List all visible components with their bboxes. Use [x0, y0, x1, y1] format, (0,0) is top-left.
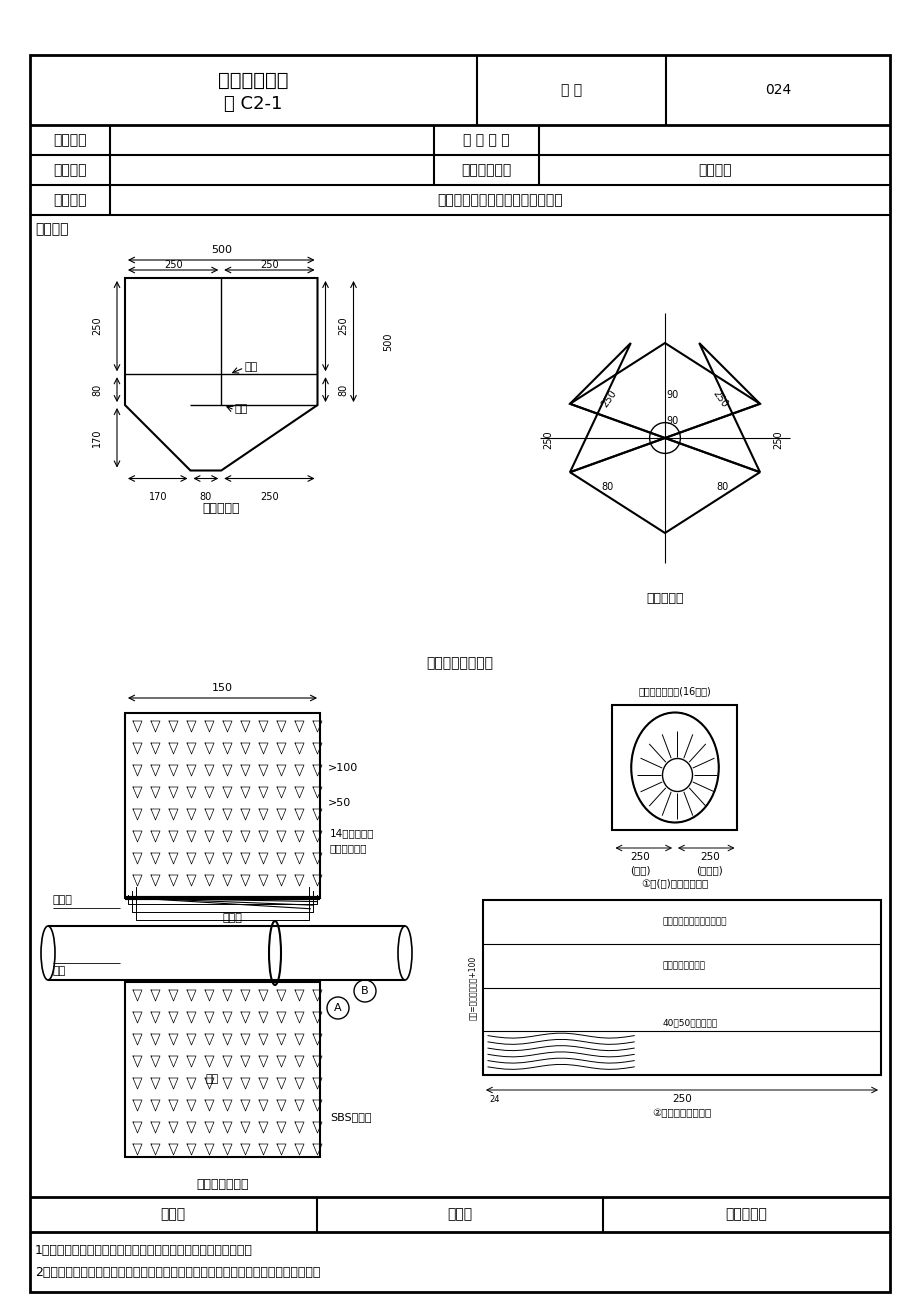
Text: (圆形): (圆形) — [630, 865, 650, 875]
Text: 交 底 日 期: 交 底 日 期 — [463, 133, 509, 147]
Text: B: B — [361, 986, 369, 996]
Text: 500: 500 — [383, 332, 393, 350]
Text: 工程名称: 工程名称 — [53, 133, 86, 147]
Bar — [482, 900, 880, 1075]
Text: 40～50等宽度剪开: 40～50等宽度剪开 — [662, 1018, 717, 1027]
Text: 80: 80 — [601, 483, 613, 492]
Text: 24: 24 — [489, 1095, 500, 1104]
Text: 250: 250 — [338, 316, 348, 336]
Text: 80: 80 — [338, 384, 348, 396]
Text: 250: 250 — [260, 260, 278, 270]
Text: 管道与墙面交接线: 管道与墙面交接线 — [662, 961, 704, 970]
Text: 90: 90 — [666, 415, 678, 426]
Text: 施工单位: 施工单位 — [53, 163, 86, 177]
Text: 管道: 管道 — [206, 1074, 219, 1085]
Text: 表 C2-1: 表 C2-1 — [224, 95, 282, 113]
Text: 卷材阴角裁剪配件: 卷材阴角裁剪配件 — [426, 656, 493, 671]
Text: 250: 250 — [630, 852, 649, 862]
Text: 交底容：: 交底容： — [35, 223, 68, 236]
Text: 管道穿墙剖面图: 管道穿墙剖面图 — [196, 1178, 248, 1191]
Text: 套管: 套管 — [53, 966, 66, 976]
Text: 止水环: 止水环 — [53, 894, 73, 905]
Text: A: A — [334, 1003, 342, 1013]
Text: 250: 250 — [164, 260, 182, 270]
Text: 虚线为剪口部分(16等分): 虚线为剪口部分(16等分) — [638, 686, 710, 697]
Text: 嵌缝膏: 嵌缝膏 — [222, 913, 243, 923]
Text: 地下室外墙卷材防水施工技术交底: 地下室外墙卷材防水施工技术交底 — [437, 193, 562, 207]
Text: 交底提要: 交底提要 — [53, 193, 86, 207]
Text: 250: 250 — [599, 388, 618, 409]
Bar — [612, 704, 737, 829]
Text: 250: 250 — [772, 431, 782, 449]
Text: 024: 024 — [765, 83, 790, 98]
Text: 阴角折裁图: 阴角折裁图 — [202, 503, 240, 516]
Bar — [125, 713, 320, 898]
Text: 14号铜丝扎牢: 14号铜丝扎牢 — [330, 828, 374, 838]
Bar — [125, 982, 320, 1157]
Text: ①圆(方)形附加层做法: ①圆(方)形附加层做法 — [641, 878, 708, 888]
Text: 审核人: 审核人 — [161, 1207, 186, 1221]
Text: 阴角组体图: 阴角组体图 — [645, 592, 683, 605]
Text: 长度=管道外径周长+100: 长度=管道外径周长+100 — [468, 956, 476, 1019]
Text: ②长条形附加层做法: ②长条形附加层做法 — [652, 1108, 711, 1118]
Text: 分项工程名称: 分项工程名称 — [461, 163, 511, 177]
Text: 折线: 折线 — [244, 362, 257, 371]
Text: 卷材防水: 卷材防水 — [698, 163, 731, 177]
Text: 80: 80 — [92, 384, 102, 396]
Text: 250: 250 — [92, 316, 102, 336]
Text: 80: 80 — [716, 483, 728, 492]
Text: 250: 250 — [542, 431, 552, 449]
Text: 250: 250 — [260, 491, 278, 501]
Text: 外涂防水涂料: 外涂防水涂料 — [330, 842, 367, 853]
Text: 170: 170 — [92, 428, 102, 447]
Text: 编 号: 编 号 — [561, 83, 582, 98]
Text: >50: >50 — [328, 798, 351, 809]
Text: 交底人: 交底人 — [447, 1207, 472, 1221]
Text: 弯折后呈放射形分贴在墙上: 弯折后呈放射形分贴在墙上 — [662, 918, 726, 927]
Text: 技术交底记录: 技术交底记录 — [218, 70, 289, 90]
Text: 截线: 截线 — [234, 404, 248, 414]
Text: 80: 80 — [199, 491, 211, 501]
Text: SBS防水层: SBS防水层 — [330, 1112, 371, 1122]
Text: 250: 250 — [710, 388, 729, 409]
Text: 1、本表由施工单位填写，交底单位与接受交底单位各保存一份。: 1、本表由施工单位填写，交底单位与接受交底单位各保存一份。 — [35, 1243, 253, 1256]
Text: 500: 500 — [210, 245, 232, 255]
Text: 150: 150 — [211, 684, 233, 693]
Text: >100: >100 — [328, 763, 357, 773]
Text: 170: 170 — [148, 491, 166, 501]
Text: 250: 250 — [672, 1094, 691, 1104]
Text: 90: 90 — [666, 391, 678, 401]
Text: (正方形): (正方形) — [696, 865, 722, 875]
Text: 2、当做分项工程施工技术交底时，应填写分项工程名称栏，其他技术交底可不填写。: 2、当做分项工程施工技术交底时，应填写分项工程名称栏，其他技术交底可不填写。 — [35, 1266, 320, 1279]
Text: 接受交底人: 接受交底人 — [725, 1207, 766, 1221]
Text: 250: 250 — [699, 852, 719, 862]
